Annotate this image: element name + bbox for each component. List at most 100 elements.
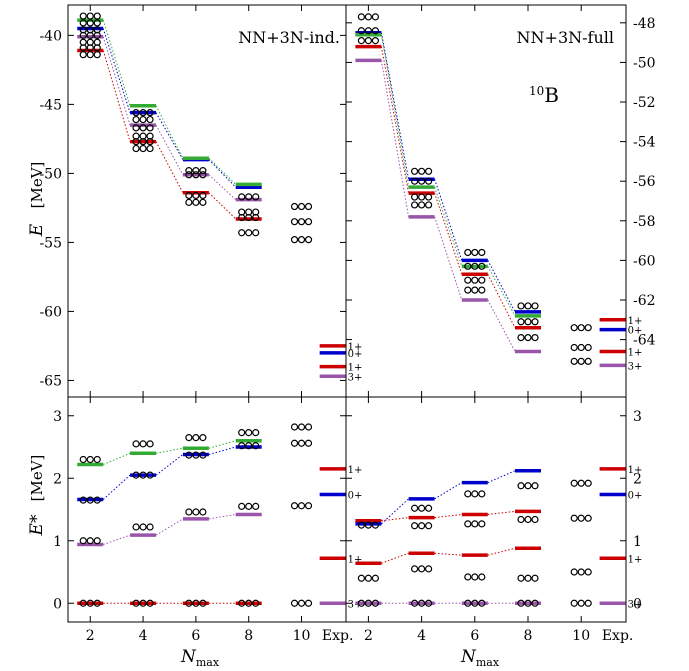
state-circle <box>245 213 253 222</box>
state-circle <box>425 177 433 185</box>
state-circle <box>411 193 419 201</box>
exp-level-label: 1+ <box>628 316 643 327</box>
state-circle <box>290 236 299 244</box>
state-circle <box>93 12 101 20</box>
state-circle <box>146 599 154 607</box>
exp-level-label: 0+ <box>348 349 363 360</box>
level-blue <box>355 469 541 526</box>
level-connector <box>381 517 409 522</box>
state-circle <box>478 490 486 498</box>
state-circle <box>577 324 585 332</box>
exp-level-label: 1+ <box>628 465 643 476</box>
state-circle <box>199 508 207 516</box>
state-circle <box>93 537 101 545</box>
level-connector <box>155 518 184 536</box>
state-circle <box>531 318 539 326</box>
state-circle <box>304 236 313 244</box>
state-circle <box>357 521 365 529</box>
state-circle <box>471 573 479 581</box>
state-circle <box>464 286 472 294</box>
state-circle <box>238 442 246 450</box>
state-circle <box>425 201 433 209</box>
exp-level-label: 0+ <box>348 491 363 502</box>
level-connector <box>434 514 462 519</box>
state-circle <box>304 202 313 211</box>
state-circle <box>146 115 154 124</box>
level-connector <box>434 482 463 500</box>
state-circle <box>297 502 306 510</box>
state-circle <box>79 31 87 39</box>
state-circle <box>577 357 585 365</box>
state-circle <box>146 144 154 153</box>
state-circle <box>245 442 253 450</box>
state-circle <box>93 455 101 464</box>
state-circle <box>146 440 154 448</box>
state-circle <box>471 248 479 257</box>
state-circle <box>199 451 207 459</box>
state-circle <box>584 514 592 522</box>
state-circle <box>584 479 592 487</box>
state-circle <box>425 167 433 175</box>
y-tick-label: 1 <box>53 534 62 550</box>
state-circle <box>304 423 313 431</box>
y-tick-label: 1 <box>633 534 642 550</box>
state-circle <box>478 248 486 257</box>
state-circle <box>584 343 592 352</box>
state-circle <box>139 144 147 153</box>
state-circle <box>79 51 87 59</box>
state-circle <box>252 193 260 201</box>
state-circle <box>471 520 479 528</box>
state-circle <box>411 177 419 185</box>
state-circle <box>577 599 585 607</box>
state-circle <box>418 177 426 185</box>
level-connector <box>208 446 236 455</box>
level-connector <box>208 192 237 220</box>
y-tick-label: -50 <box>39 166 62 182</box>
y-tick-label: -56 <box>633 174 656 190</box>
state-circle <box>478 520 486 528</box>
state-circle <box>93 496 101 504</box>
state-circle <box>297 599 306 607</box>
state-circle <box>425 565 433 573</box>
state-circle <box>185 171 193 179</box>
level-purple <box>77 34 262 202</box>
state-circle <box>464 599 472 607</box>
y-tick-label: 0 <box>633 596 642 612</box>
state-circle <box>297 236 306 244</box>
state-circle <box>478 286 486 294</box>
x-tick-label: 10 <box>293 628 311 644</box>
x-axis-label-left: Nmax <box>180 647 220 669</box>
state-circle <box>238 429 246 437</box>
level-connector <box>155 124 184 176</box>
panel-frame <box>67 4 347 398</box>
state-circle <box>132 115 140 124</box>
state-circle <box>132 144 140 153</box>
level-blue <box>77 445 262 502</box>
state-circle <box>185 434 193 442</box>
state-circle <box>517 302 525 310</box>
state-circle <box>245 229 253 237</box>
state-circle <box>364 37 372 45</box>
state-circle <box>139 523 147 531</box>
y-tick-label: -50 <box>633 55 656 71</box>
state-circle <box>185 599 193 607</box>
panel-top-left: -40-45-50-55-60-651+0+1+3+ <box>39 4 363 398</box>
state-circle <box>531 515 539 524</box>
y-tick-label: -48 <box>633 16 656 32</box>
state-circle <box>411 522 419 530</box>
nucleus-mass: 10 <box>529 84 544 98</box>
state-circle <box>192 198 200 206</box>
level-connector <box>155 141 184 193</box>
panel-frame <box>67 396 347 623</box>
state-circle <box>238 213 246 222</box>
panels-layer: -40-45-50-55-60-651+0+1+3+-48-50-52-54-5… <box>39 4 656 644</box>
state-circle <box>199 434 207 442</box>
state-circle <box>517 515 525 524</box>
state-circle <box>471 490 479 498</box>
level-connector <box>487 470 516 484</box>
state-circle <box>524 334 532 342</box>
y-tick-label: -55 <box>39 235 62 251</box>
state-circle <box>199 198 207 206</box>
x-tick-label: 2 <box>364 628 373 644</box>
panel-bottom-left: 0 1 2 3 2 4 6 8 10 Exp. 1+ 0+ 1+ 3+ <box>53 396 363 644</box>
